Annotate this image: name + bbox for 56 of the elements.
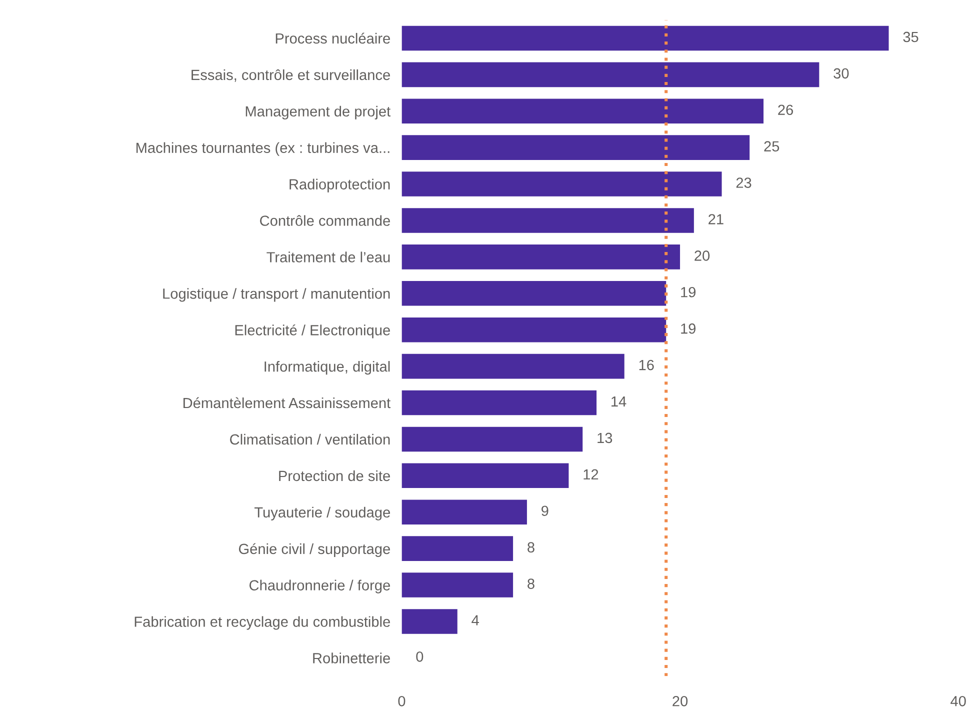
data-label: 20 — [694, 250, 710, 261]
y-tick-label: Traitement de l’eau — [266, 252, 390, 262]
y-tick-label: Protection de site — [279, 470, 390, 482]
data-label: 30 — [834, 68, 849, 79]
y-tick-label: Génie civil / supportage — [238, 543, 390, 557]
bar — [402, 609, 458, 634]
y-tick-label: Logistique / transport / manutention — [163, 288, 390, 302]
data-label: 19 — [681, 323, 696, 334]
bar — [402, 426, 583, 452]
data-label: 13 — [598, 432, 612, 444]
x-tick-label: 0 — [398, 696, 406, 706]
x-tick-label: 40 — [950, 696, 966, 706]
data-label: 0 — [416, 652, 424, 662]
bar — [402, 463, 569, 488]
bar — [402, 536, 514, 561]
bar — [402, 390, 597, 416]
data-label: 8 — [528, 578, 534, 589]
bar — [402, 500, 527, 525]
data-label: 25 — [764, 141, 780, 152]
data-label: 21 — [708, 214, 724, 224]
data-label: 12 — [584, 469, 598, 480]
y-tick-label: Tuyauterie / soudage — [254, 506, 390, 520]
data-label: 26 — [778, 104, 793, 116]
bar — [402, 244, 680, 270]
x-tick-label: 20 — [672, 696, 688, 706]
y-tick-label: Management de projet — [246, 106, 391, 120]
y-tick-label: Essais, contrôle et surveillance — [192, 69, 390, 82]
bar — [402, 208, 694, 233]
data-label: 19 — [681, 286, 696, 298]
bar — [402, 354, 624, 379]
y-tick-label: Chaudronnerie / forge — [249, 580, 390, 594]
y-tick-label: Machines tournantes (ex : turbines va... — [136, 142, 390, 156]
data-label: 9 — [542, 506, 548, 516]
bar — [402, 26, 889, 51]
bar — [402, 281, 666, 306]
data-label: 16 — [639, 360, 654, 370]
y-tick-label: Radioprotection — [290, 178, 390, 192]
bar — [402, 98, 764, 124]
bar — [402, 135, 750, 160]
y-tick-label: Informatique, digital — [264, 361, 390, 375]
y-tick-label: Process nucléaire — [276, 32, 390, 44]
bar — [402, 317, 666, 342]
y-tick-label: Contrôle commande — [260, 215, 390, 226]
data-label: 35 — [903, 32, 918, 42]
y-tick-label: Fabrication et recyclage du combustible — [134, 616, 390, 630]
y-tick-label: Démantèlement Assainissement — [183, 397, 391, 408]
data-label: 23 — [736, 178, 752, 188]
y-tick-label: Climatisation / ventilation — [230, 434, 390, 445]
data-label: 14 — [612, 396, 626, 407]
bar — [402, 572, 514, 598]
y-tick-label: Electricité / Electronique — [235, 324, 390, 338]
y-tick-label: Robinetterie — [313, 652, 390, 664]
bar — [402, 172, 722, 196]
data-label: 4 — [472, 615, 479, 626]
data-label: 8 — [528, 542, 534, 552]
bar — [402, 62, 820, 88]
